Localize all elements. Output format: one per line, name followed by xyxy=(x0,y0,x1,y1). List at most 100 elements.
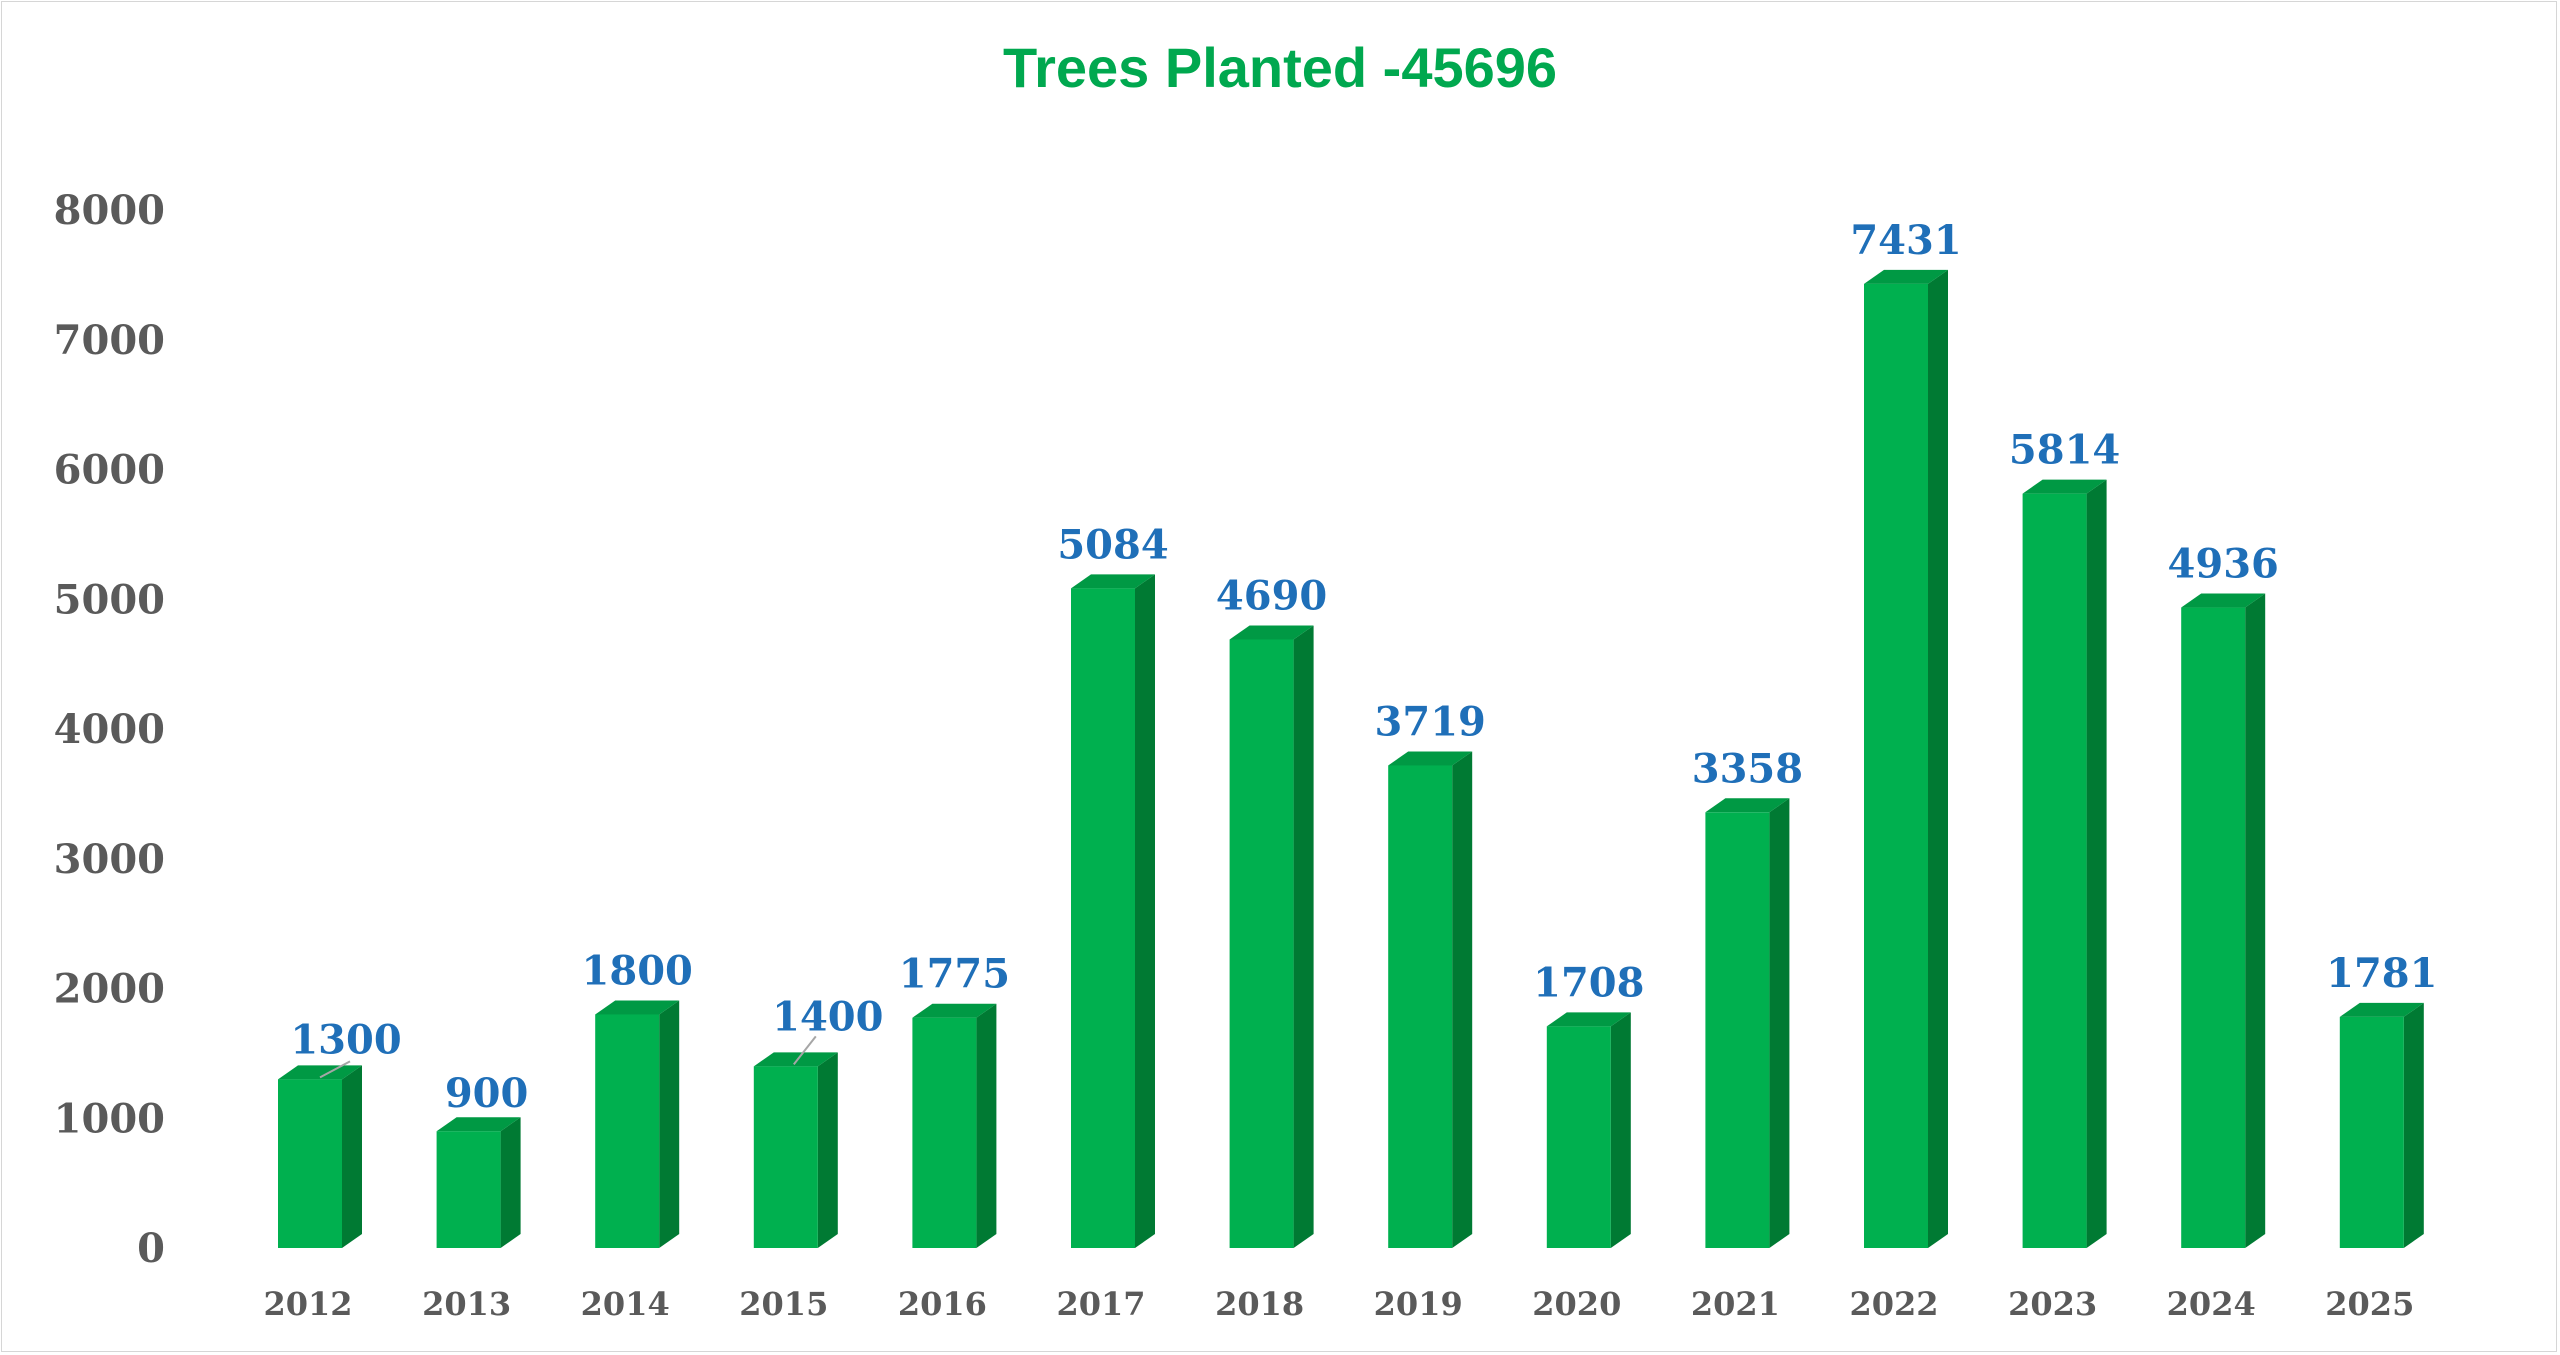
bar-top xyxy=(912,1003,997,1018)
data-label: 4936 xyxy=(2168,541,2279,588)
bar-2015 xyxy=(753,1052,838,1248)
bar-front xyxy=(1071,588,1135,1248)
data-label: 3719 xyxy=(1375,698,1486,745)
data-label: 7431 xyxy=(1850,217,1961,264)
bar-front xyxy=(1705,812,1770,1248)
bar-top xyxy=(2339,1002,2424,1017)
x-tick-label: 2021 xyxy=(1691,1285,1780,1323)
x-tick-label: 2023 xyxy=(2008,1285,2097,1323)
bar-2016 xyxy=(912,1003,997,1248)
x-tick-label: 2013 xyxy=(422,1285,511,1323)
x-tick-label: 2020 xyxy=(1532,1285,1621,1323)
data-label: 3358 xyxy=(1692,745,1803,792)
bar-2022 xyxy=(1864,269,1948,1248)
x-tick-label: 2022 xyxy=(1849,1285,1938,1323)
data-label: 1300 xyxy=(290,1016,401,1063)
bar-top xyxy=(1388,751,1473,766)
x-tick-label: 2019 xyxy=(1374,1285,1463,1323)
bar-side xyxy=(659,1000,680,1248)
data-label: 4690 xyxy=(1216,572,1327,619)
bar-top xyxy=(1229,625,1314,640)
bar-front xyxy=(2181,607,2246,1248)
bars xyxy=(278,269,2424,1248)
bar-side xyxy=(1928,269,1948,1248)
bar-side xyxy=(1135,574,1155,1248)
data-label: 1400 xyxy=(772,993,883,1040)
x-tick-label: 2017 xyxy=(1056,1285,1145,1323)
y-tick-label: 2000 xyxy=(54,966,165,1013)
bar-top xyxy=(436,1117,521,1132)
y-tick-label: 5000 xyxy=(54,576,165,623)
y-tick-label: 1000 xyxy=(54,1095,165,1142)
x-tick-label: 2024 xyxy=(2167,1285,2256,1323)
x-tick-label: 2012 xyxy=(263,1285,352,1323)
leader-lines xyxy=(319,1035,817,1079)
bar-2025 xyxy=(2339,1002,2424,1248)
bar-side xyxy=(1769,798,1790,1248)
bar-side xyxy=(342,1065,362,1248)
bar-top xyxy=(1071,574,1155,589)
bar-2024 xyxy=(2181,593,2266,1248)
bar-front xyxy=(753,1066,818,1248)
y-tick-label: 0 xyxy=(137,1225,165,1272)
bar-front xyxy=(1388,765,1453,1248)
data-label-leader xyxy=(793,1035,817,1065)
y-tick-label: 4000 xyxy=(54,706,165,753)
y-axis-ticks: 0 1000 2000 3000 4000 5000 6000 7000 8000 xyxy=(54,187,165,1272)
bar-top xyxy=(595,1000,680,1015)
x-axis-ticks: 2012 2013 2014 2015 2016 2017 2018 2019 2020 2021… xyxy=(263,1285,2414,1323)
x-tick-label: 2016 xyxy=(898,1285,987,1323)
bar-front xyxy=(2022,493,2087,1248)
chart-title: Trees Planted -45696 xyxy=(1002,36,1558,99)
data-label: 1775 xyxy=(899,951,1010,998)
bar-front xyxy=(595,1014,660,1248)
data-label: 1800 xyxy=(582,947,693,994)
bar-top xyxy=(753,1052,838,1067)
data-label-leader xyxy=(319,1060,351,1079)
y-tick-label: 3000 xyxy=(54,836,165,883)
bar-front xyxy=(1864,283,1928,1248)
bar-2013 xyxy=(436,1117,521,1248)
y-tick-label: 8000 xyxy=(54,187,165,234)
bar-side xyxy=(1293,625,1314,1248)
bar-front xyxy=(436,1131,501,1248)
bar-side xyxy=(1610,1012,1631,1248)
x-tick-label: 2025 xyxy=(2325,1285,2414,1323)
data-label: 5814 xyxy=(2009,427,2120,474)
bar-side xyxy=(2086,479,2107,1248)
bar-2012 xyxy=(278,1065,362,1248)
bar-top xyxy=(2022,479,2107,494)
bar-side xyxy=(2403,1002,2424,1248)
data-label: 1708 xyxy=(1533,959,1644,1006)
data-label: 1781 xyxy=(2326,950,2437,997)
bar-top xyxy=(1864,269,1948,284)
bar-2019 xyxy=(1388,751,1473,1248)
bar-side xyxy=(2245,593,2266,1248)
bar-top xyxy=(278,1065,362,1080)
bar-2017 xyxy=(1071,574,1155,1248)
bar-side xyxy=(817,1052,838,1248)
bar-side xyxy=(500,1117,521,1248)
bar-front xyxy=(1546,1026,1611,1248)
x-tick-label: 2014 xyxy=(581,1285,670,1323)
bar-2018 xyxy=(1229,625,1314,1248)
bar-front xyxy=(1229,639,1294,1248)
bar-front xyxy=(278,1079,342,1248)
x-tick-label: 2018 xyxy=(1215,1285,1304,1323)
bar-side xyxy=(1452,751,1473,1248)
bar-2014 xyxy=(595,1000,680,1248)
bar-top xyxy=(2181,593,2266,608)
data-label: 900 xyxy=(445,1070,529,1117)
bar-side xyxy=(976,1003,997,1248)
y-tick-label: 7000 xyxy=(54,317,165,364)
bar-top xyxy=(1705,798,1790,813)
bar-2021 xyxy=(1705,798,1790,1248)
bar-front xyxy=(912,1017,977,1248)
bar-front xyxy=(2339,1016,2404,1248)
y-tick-label: 6000 xyxy=(54,447,165,494)
bar-2020 xyxy=(1546,1012,1631,1248)
data-labels: 1300 900 1800 1400 1775 5084 4690 3719 1708 3358 7… xyxy=(290,217,2437,1117)
x-tick-label: 2015 xyxy=(739,1285,828,1323)
bar-top xyxy=(1546,1012,1631,1027)
